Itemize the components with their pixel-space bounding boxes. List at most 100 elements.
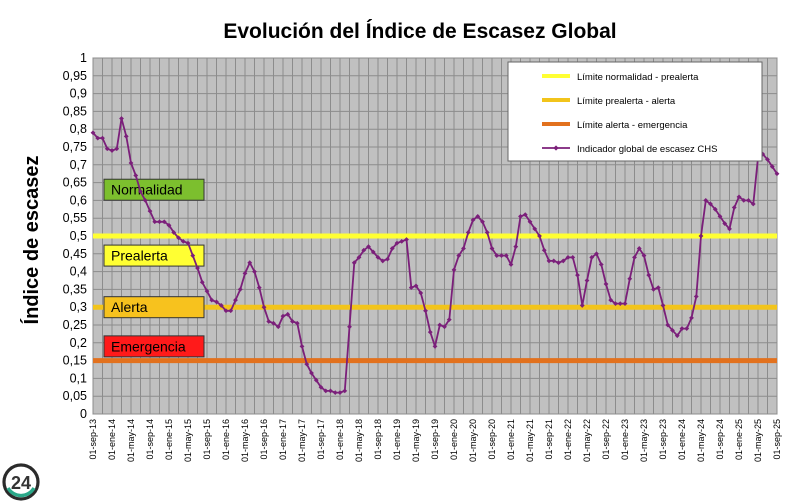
data-point [641, 253, 647, 258]
logo-text: 24 [11, 473, 31, 493]
data-point [741, 198, 747, 203]
data-point [532, 226, 538, 232]
zone-label: Normalidad [111, 182, 183, 198]
x-tick-label: 01-sep-16 [259, 419, 269, 460]
y-tick-label: 0,4 [70, 265, 87, 279]
data-point [166, 222, 172, 228]
y-tick-label: 0,55 [63, 211, 87, 225]
data-point [304, 361, 310, 367]
data-point [736, 194, 742, 200]
logo-accent [6, 487, 36, 498]
x-tick-label: 01-ene-16 [221, 419, 231, 460]
zone-box [103, 335, 205, 358]
x-tick-label: 01-sep-23 [658, 419, 668, 460]
data-point [627, 276, 633, 282]
x-tick-label: 01-sep-18 [373, 419, 383, 460]
data-point [394, 240, 400, 246]
data-point [408, 285, 414, 291]
data-point [518, 214, 523, 219]
data-point [622, 301, 628, 307]
data-point [556, 260, 561, 266]
data-point [195, 265, 200, 271]
data-point [161, 219, 167, 225]
data-point [717, 214, 723, 219]
data-point [465, 230, 471, 235]
x-tick-label: 01-may-17 [297, 419, 307, 462]
data-point [541, 247, 547, 253]
data-point [442, 324, 447, 330]
x-tick-label: 01-may-24 [696, 419, 706, 462]
data-point [180, 238, 186, 244]
data-point [233, 297, 238, 303]
data-point [157, 219, 162, 225]
data-point [527, 219, 533, 225]
data-point [693, 294, 699, 299]
y-tick-label: 0,7 [70, 158, 87, 172]
data-point [95, 135, 101, 141]
legend: Límite normalidad - prealerta Límite prea… [507, 61, 763, 162]
data-point [313, 377, 319, 383]
data-point [366, 244, 371, 250]
data-point [722, 221, 728, 226]
x-tick-label: 01-ene-22 [563, 419, 573, 460]
data-point [503, 253, 509, 258]
data-point [750, 201, 756, 207]
x-tick-label: 01-sep-19 [430, 419, 440, 460]
data-point [537, 233, 542, 239]
x-tick-label: 01-ene-17 [278, 419, 288, 460]
x-tick-label: 01-ene-18 [335, 419, 345, 460]
data-point [389, 246, 395, 251]
x-tick-label: 01-sep-25 [772, 419, 782, 460]
data-point [508, 262, 514, 267]
x-tick-label: 01-ene-20 [449, 419, 459, 460]
data-point [765, 157, 770, 162]
series-layer [90, 116, 780, 396]
x-tick-label: 01-sep-15 [202, 419, 212, 460]
data-point [499, 253, 504, 258]
y-axis-label: Índice de escasez [20, 156, 43, 325]
data-point [670, 327, 675, 333]
data-point [104, 146, 110, 152]
data-point [171, 230, 177, 235]
x-tick-label: 01-may-18 [354, 419, 364, 462]
data-point [242, 270, 248, 276]
data-point [427, 329, 433, 335]
zone-label: Alerta [111, 299, 148, 315]
chart-title: Evolución del Índice de Escasez Global [223, 20, 616, 43]
data-point [613, 301, 618, 307]
x-tick-label: 01-may-22 [582, 419, 592, 462]
data-point [522, 212, 528, 218]
data-point [209, 297, 215, 303]
x-tick-label: 01-sep-24 [715, 419, 725, 460]
data-point [579, 303, 585, 308]
x-tick-label: 01-ene-23 [620, 419, 630, 460]
data-point [660, 303, 666, 308]
data-point [309, 370, 314, 376]
data-point [746, 198, 751, 203]
data-point [228, 308, 234, 314]
data-point [204, 288, 210, 294]
y-tick-label: 0 [80, 407, 87, 421]
data-point [418, 290, 424, 296]
x-tick-label: 01-may-23 [639, 419, 649, 462]
data-point [399, 238, 405, 244]
data-point [266, 319, 272, 324]
data-point [128, 160, 134, 166]
data-point [299, 343, 305, 349]
y-tick-label: 0,95 [63, 69, 87, 83]
data-point [176, 235, 181, 241]
data-point [261, 304, 267, 310]
data-point [285, 311, 291, 317]
x-tick-label: 01-may-20 [468, 419, 478, 462]
data-point [575, 272, 580, 278]
logo-badge: 24 [2, 463, 40, 501]
data-point [636, 246, 642, 251]
x-tick-label: 01-sep-20 [487, 419, 497, 460]
data-point [342, 388, 348, 394]
data-point [318, 384, 324, 390]
zone-box [103, 296, 205, 319]
y-tick-label: 0,75 [63, 140, 87, 154]
y-tick-label: 0,6 [70, 193, 87, 207]
data-point [214, 299, 219, 305]
